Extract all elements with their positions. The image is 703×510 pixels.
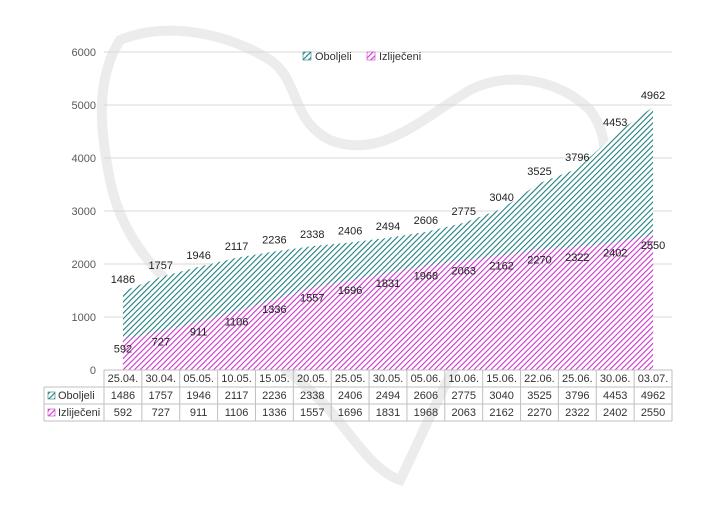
y-tick-label: 5000 [72,100,96,112]
data-label-izlijeceni: 1696 [338,285,362,297]
table-cell: 2117 [225,390,249,402]
data-label-oboljeli: 1757 [149,260,173,272]
table-cell: 2406 [338,390,362,402]
y-tick-label: 2000 [72,259,96,271]
table-cell: 2775 [451,390,475,402]
table-cell: 1486 [111,390,135,402]
data-label-oboljeli: 2494 [376,221,400,233]
table-cell: 2270 [527,407,551,419]
data-label-oboljeli: 4962 [641,90,665,102]
data-label-izlijeceni: 2270 [527,255,551,267]
x-tick-label: 10.05. [221,373,252,385]
y-tick-label: 1000 [72,312,96,324]
legend-swatch-izlijeceni [366,51,376,61]
data-label-oboljeli: 2606 [414,215,438,227]
data-label-izlijeceni: 1106 [225,316,249,328]
data-label-oboljeli: 1486 [111,274,135,286]
table-cell: 1946 [186,390,210,402]
data-label-izlijeceni: 2550 [641,240,665,252]
data-label-oboljeli: 4453 [603,117,627,129]
data-label-oboljeli: 1946 [186,250,210,262]
y-tick-label: 4000 [72,153,96,165]
data-label-izlijeceni: 911 [190,327,208,339]
y-tick-label: 0 [90,365,96,377]
x-tick-label: 25.04. [108,373,139,385]
data-label-izlijeceni: 2063 [451,266,475,278]
table-series-name: Oboljeli [58,390,95,402]
x-tick-label: 25.06. [562,373,593,385]
x-tick-label: 05.06. [411,373,442,385]
data-label-izlijeceni: 1336 [262,304,286,316]
x-tick-label: 15.05. [259,373,290,385]
table-cell: 2606 [414,390,438,402]
data-label-oboljeli: 2338 [300,229,324,241]
legend-swatch-oboljeli [302,51,312,61]
data-label-izlijeceni: 592 [114,344,132,356]
x-tick-label: 30.06. [600,373,631,385]
table-cell: 4453 [603,390,627,402]
table-cell: 2063 [451,407,475,419]
data-label-oboljeli: 2406 [338,225,362,237]
table-cell: 3796 [565,390,589,402]
table-cell: 2338 [300,390,324,402]
x-tick-label: 30.04. [146,373,177,385]
table-cell: 911 [190,407,208,419]
table-cell: 1336 [262,407,286,419]
data-label-izlijeceni: 2402 [603,248,627,260]
data-label-oboljeli: 2117 [225,241,249,253]
table-cell: 1696 [338,407,362,419]
table-cell: 2162 [489,407,513,419]
table-cell: 2236 [262,390,286,402]
table-cell: 1757 [149,390,173,402]
data-label-oboljeli: 3040 [489,192,513,204]
y-tick-label: 6000 [72,47,96,59]
x-tick-label: 05.05. [183,373,214,385]
data-label-izlijeceni: 1831 [376,278,400,290]
x-tick-label: 22.06. [524,373,555,385]
table-cell: 2494 [376,390,400,402]
table-cell: 4962 [641,390,665,402]
table-series-name: Izliječeni [58,407,100,419]
y-tick-label: 3000 [72,206,96,218]
x-tick-label: 15.06. [486,373,517,385]
data-label-oboljeli: 3796 [565,152,589,164]
data-label-izlijeceni: 2322 [565,252,589,264]
table-cell: 2322 [565,407,589,419]
table-series-key [47,391,56,400]
x-tick-label: 03.07. [638,373,669,385]
table-series-key [47,408,56,417]
legend-label-oboljeli: Oboljeli [315,51,352,63]
data-label-izlijeceni: 1968 [414,271,438,283]
table-cell: 1831 [376,407,400,419]
table-cell: 3040 [489,390,513,402]
x-tick-label: 20.05. [297,373,328,385]
table-cell: 592 [114,407,132,419]
data-label-oboljeli: 3525 [527,166,551,178]
table-cell: 1968 [414,407,438,419]
data-label-izlijeceni: 2162 [489,260,513,272]
table-cell: 2402 [603,407,627,419]
x-tick-label: 10.06. [448,373,479,385]
table-cell: 1106 [225,407,249,419]
series-area-izlijeceni [122,234,654,370]
data-label-oboljeli: 2775 [451,206,475,218]
data-label-izlijeceni: 727 [152,336,170,348]
table-cell: 1557 [300,407,324,419]
data-label-izlijeceni: 1557 [300,292,324,304]
table-cell: 3525 [527,390,551,402]
table-cell: 2550 [641,407,665,419]
x-tick-label: 25.05. [335,373,366,385]
x-tick-label: 30.05. [373,373,404,385]
legend-label-izlijeceni: Izliječeni [379,51,421,63]
data-label-oboljeli: 2236 [262,234,286,246]
table-cell: 727 [152,407,170,419]
